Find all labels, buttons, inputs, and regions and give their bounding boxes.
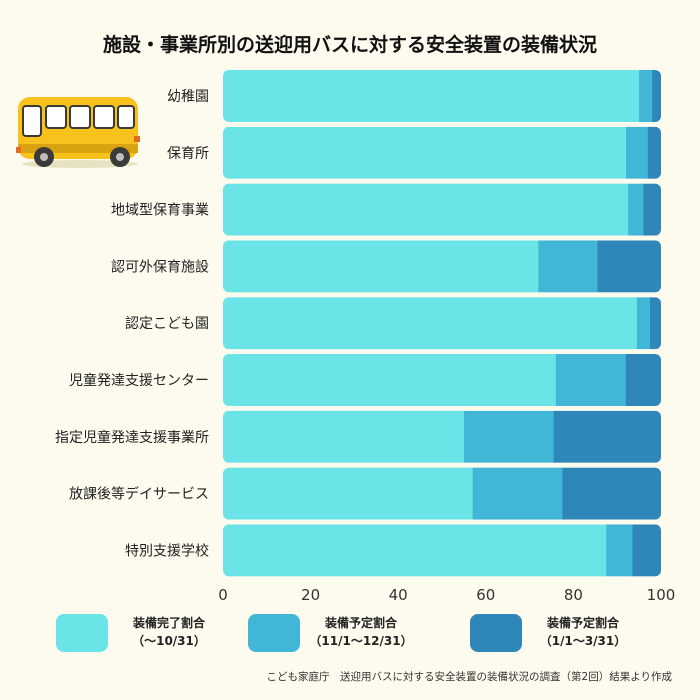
- x-axis-ticks: 0 20 40 60 80 100: [218, 586, 675, 604]
- bar-segment-3-3: [643, 183, 661, 236]
- bar-segment-1-1: [223, 70, 640, 122]
- bar-segment-3-8: [562, 467, 661, 520]
- legend: 装備完了割合 （～10/31） 装備予定割合 （11/1～12/31） 装備予定割合 （1…: [56, 614, 626, 652]
- category-label: 幼稚園: [167, 89, 209, 105]
- bar-segment-2-5: [636, 297, 651, 350]
- x-tick-label: 0: [218, 586, 228, 604]
- bar-segment-3-9: [632, 524, 661, 577]
- bar-segment-1-4: [223, 240, 539, 293]
- bar-segment-3-7: [553, 410, 661, 463]
- bar-segment-1-9: [223, 524, 607, 577]
- category-label: 放課後等デイサービス: [69, 486, 209, 503]
- bar-segment-3-5: [650, 297, 661, 350]
- bar-segment-3-6: [625, 354, 661, 406]
- legend-label: 装備完了割合: [132, 615, 206, 630]
- category-label: 特別支援学校: [125, 542, 209, 559]
- legend-label: （1/1～3/31）: [540, 633, 627, 648]
- bar-segment-1-6: [223, 354, 557, 406]
- legend-label: 装備予定割合: [324, 615, 398, 630]
- bar-segment-2-4: [538, 240, 598, 293]
- category-label: 認可外保育施設: [111, 259, 209, 275]
- bar-segment-2-6: [555, 354, 627, 406]
- bar-segment-3-1: [652, 70, 661, 122]
- chart-title: 施設・事業所別の送迎用バスに対する安全装置の装備状況: [102, 34, 597, 56]
- school-bus-icon: [16, 97, 140, 168]
- bar-segment-1-3: [223, 183, 629, 236]
- bar-segment-1-2: [223, 126, 627, 179]
- category-label: 指定児童発達支援事業所: [55, 429, 209, 446]
- category-label: 児童発達支援センター: [69, 372, 209, 389]
- category-labels: 幼稚園保育所地域型保育事業認可外保育施設認定こども園児童発達支援センター指定児童…: [55, 89, 209, 559]
- bar-segment-2-7: [463, 410, 555, 463]
- bar-segment-2-3: [628, 183, 644, 236]
- bar-segment-1-5: [223, 297, 638, 350]
- bar-segment-1-7: [223, 410, 465, 463]
- x-tick-label: 20: [301, 586, 320, 604]
- legend-label: 装備予定割合: [546, 615, 620, 630]
- legend-label: （11/1～12/31）: [309, 633, 412, 648]
- bar-area: [223, 70, 661, 577]
- category-label: 認定こども園: [125, 316, 209, 332]
- bar-segment-2-2: [625, 126, 649, 179]
- x-tick-label: 60: [476, 586, 495, 604]
- bar-segment-3-2: [647, 126, 661, 179]
- category-label: 保育所: [167, 146, 209, 162]
- x-tick-label: 80: [564, 586, 583, 604]
- bar-segment-2-8: [472, 467, 563, 520]
- bar-segment-2-1: [639, 70, 653, 122]
- legend-swatch: [248, 614, 300, 652]
- x-tick-label: 40: [389, 586, 408, 604]
- bar-segment-3-4: [597, 240, 661, 293]
- legend-swatch: [470, 614, 522, 652]
- legend-swatch: [56, 614, 108, 652]
- source-note: こども家庭庁 送迎用バスに対する安全装置の装備状況の調査（第2回）結果より作成: [266, 671, 672, 683]
- legend-label: （～10/31）: [132, 633, 206, 648]
- bar-segment-2-9: [606, 524, 634, 577]
- x-tick-label: 100: [647, 586, 676, 604]
- category-label: 地域型保育事業: [111, 203, 209, 219]
- bar-segment-1-8: [223, 467, 474, 520]
